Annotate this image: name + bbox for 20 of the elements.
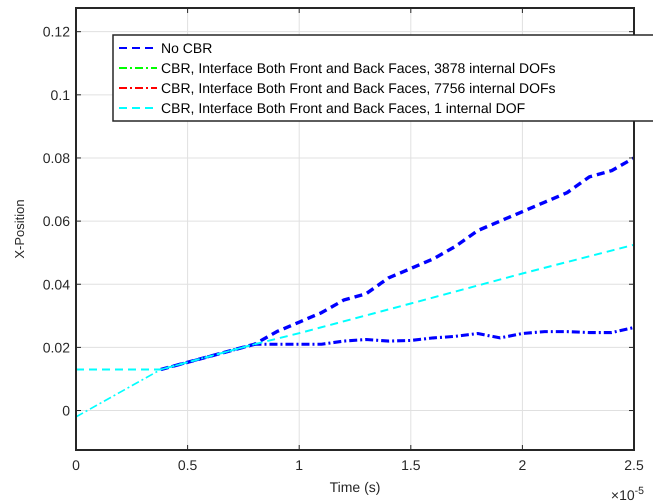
x-tick-label: 0 [72, 457, 80, 473]
x-axis-title: Time (s) [330, 479, 380, 495]
legend-label: No CBR [161, 40, 212, 56]
text: ×10$^{-5}$ [610, 485, 644, 503]
x-tick-label: 1.5 [401, 457, 421, 473]
y-tick-label: 0.06 [42, 213, 70, 230]
y-tick-label: 0.04 [42, 276, 70, 292]
x-tick-label: 1 [295, 457, 304, 473]
y-tick-label: 0.08 [42, 150, 70, 166]
y-tick-label: 0.12 [42, 24, 70, 40]
legend-label: CBR, Interface Both Front and Back Faces, 7756 internal DOFs [161, 80, 556, 96]
y-axis-title: X-Position [12, 199, 27, 259]
y-tick-label: 0 [62, 402, 70, 419]
legend-label: CBR, Interface Both Front and Back Faces, 3878 internal DOFs [161, 60, 556, 76]
legend-label: CBR, Interface Both Front and Back Faces, 1 internal DOF [161, 100, 526, 116]
x-tick-label: 0.5 [178, 457, 198, 473]
x-tick-label: 2 [518, 457, 526, 473]
x-tick-label: 2.5 [624, 457, 644, 473]
y-tick-label: 0.02 [42, 339, 70, 356]
y-tick-label: 0.1 [50, 86, 70, 103]
